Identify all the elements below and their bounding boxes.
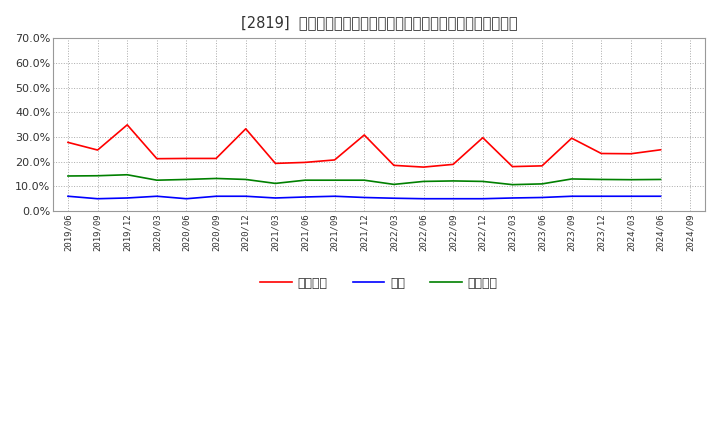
売上債権 [626, 151, 635, 156]
買入債務 [182, 177, 191, 182]
買入債務 [538, 181, 546, 187]
在庫 [301, 194, 310, 200]
在庫 [479, 196, 487, 202]
買入債務 [94, 173, 102, 178]
在庫 [271, 195, 279, 201]
売上債権 [449, 162, 457, 167]
売上債権 [567, 136, 576, 141]
売上債権 [182, 156, 191, 161]
売上債権 [419, 165, 428, 170]
買入債務 [479, 179, 487, 184]
買入債務 [656, 177, 665, 182]
売上債権 [508, 164, 517, 169]
売上債権 [597, 151, 606, 156]
在庫 [212, 194, 220, 199]
在庫 [153, 194, 161, 199]
買入債務 [419, 179, 428, 184]
売上債権 [94, 147, 102, 153]
Line: 売上債権: 売上債権 [68, 125, 660, 167]
在庫 [538, 195, 546, 200]
在庫 [390, 196, 398, 201]
Title: [2819]  売上債権、在庫、買入債務の総資産に対する比率の推移: [2819] 売上債権、在庫、買入債務の総資産に対する比率の推移 [240, 15, 518, 30]
売上債権 [656, 147, 665, 152]
買入債務 [567, 176, 576, 182]
在庫 [419, 196, 428, 202]
在庫 [63, 194, 72, 199]
在庫 [508, 195, 517, 201]
在庫 [182, 196, 191, 202]
買入債務 [360, 178, 369, 183]
買入債務 [123, 172, 132, 177]
売上債権 [538, 163, 546, 169]
在庫 [656, 194, 665, 199]
在庫 [626, 194, 635, 199]
買入債務 [63, 173, 72, 179]
売上債権 [479, 135, 487, 140]
買入債務 [301, 178, 310, 183]
Legend: 売上債権, 在庫, 買入債務: 売上債権, 在庫, 買入債務 [256, 272, 503, 295]
買入債務 [390, 182, 398, 187]
在庫 [330, 194, 339, 199]
買入債務 [508, 182, 517, 187]
買入債務 [153, 178, 161, 183]
売上債権 [153, 156, 161, 161]
Line: 在庫: 在庫 [68, 196, 660, 199]
在庫 [597, 194, 606, 199]
売上債権 [360, 132, 369, 138]
売上債権 [123, 122, 132, 128]
買入債務 [449, 178, 457, 183]
売上債権 [330, 157, 339, 162]
買入債務 [241, 177, 250, 182]
売上債権 [271, 161, 279, 166]
在庫 [241, 194, 250, 199]
買入債務 [330, 178, 339, 183]
買入債務 [597, 177, 606, 182]
在庫 [449, 196, 457, 202]
売上債権 [390, 163, 398, 168]
Line: 買入債務: 買入債務 [68, 175, 660, 185]
在庫 [94, 196, 102, 202]
買入債務 [212, 176, 220, 181]
在庫 [123, 195, 132, 201]
買入債務 [626, 177, 635, 182]
売上債権 [241, 126, 250, 132]
在庫 [360, 195, 369, 200]
売上債権 [212, 156, 220, 161]
売上債権 [63, 140, 72, 145]
売上債権 [301, 160, 310, 165]
在庫 [567, 194, 576, 199]
買入債務 [271, 181, 279, 186]
